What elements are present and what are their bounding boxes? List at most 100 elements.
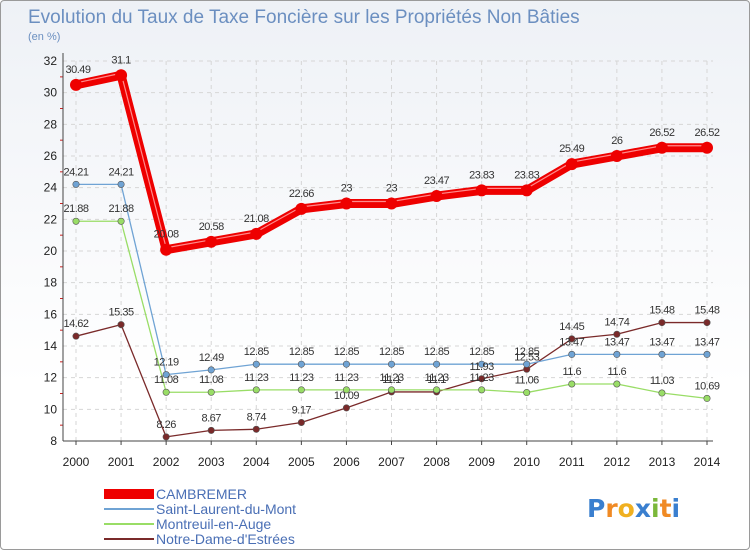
data-label: 13.47: [559, 336, 584, 348]
data-point: [117, 217, 125, 225]
data-point: [433, 360, 441, 368]
data-label: 26.52: [694, 127, 719, 139]
data-label: 26.52: [649, 127, 674, 139]
data-point: [297, 386, 305, 394]
data-label: 11.06: [515, 375, 540, 387]
data-label: 10.09: [334, 390, 359, 402]
data-label: 12.85: [334, 346, 359, 358]
data-label: 15.48: [649, 305, 674, 317]
series: [70, 69, 713, 441]
data-label: 15.48: [694, 305, 719, 317]
brand-letter: r: [605, 494, 618, 523]
data-point: [117, 180, 125, 188]
x-tick-label: 2006: [333, 455, 360, 469]
data-point: [430, 190, 443, 203]
data-point: [703, 394, 711, 402]
data-label: 26: [611, 135, 623, 147]
y-tick-label: 30: [44, 86, 58, 100]
y-tick-label: 16: [44, 307, 58, 321]
x-tick-label: 2011: [559, 455, 585, 469]
data-point: [613, 330, 621, 338]
data-label: 12.85: [514, 346, 539, 358]
data-point: [115, 69, 128, 82]
data-label: 23.83: [514, 169, 539, 181]
legend: CAMBREMERSaint-Laurent-du-MontMontreuil-…: [104, 486, 296, 547]
data-point: [340, 197, 353, 210]
data-label: 24.21: [109, 166, 134, 178]
data-label: 12.85: [469, 346, 494, 358]
x-tick-label: 2002: [153, 455, 180, 469]
data-label: 12.19: [154, 357, 179, 369]
data-label: 11.08: [199, 374, 224, 386]
data-point: [568, 335, 576, 343]
data-point: [342, 404, 350, 412]
y-tick-label: 28: [44, 117, 58, 131]
data-label: 11.23: [470, 372, 495, 384]
proxiti-logo: Proxiti: [587, 494, 680, 523]
data-point: [342, 386, 350, 394]
data-label: 11.23: [334, 372, 359, 384]
data-point: [250, 227, 263, 240]
data-point: [475, 184, 488, 197]
y-tick-label: 12: [44, 371, 58, 385]
data-point: [658, 319, 666, 327]
data-label: 11.6: [608, 366, 627, 378]
x-tick-label: 2000: [63, 455, 90, 469]
legend-entry: Montreuil-en-Auge: [156, 516, 271, 532]
data-point: [655, 141, 668, 154]
data-label: 11.6: [562, 366, 581, 378]
data-label: 10.69: [694, 380, 719, 392]
data-label: 11.23: [289, 372, 314, 384]
data-label: 8.67: [202, 412, 222, 424]
data-point: [72, 217, 80, 225]
data-label: 23: [341, 183, 353, 195]
data-label: 8.26: [156, 419, 176, 431]
data-point: [72, 332, 80, 340]
data-label: 11.03: [650, 375, 675, 387]
x-tick-label: 2008: [423, 455, 450, 469]
data-point: [520, 184, 533, 197]
data-label: 12.49: [199, 352, 224, 364]
data-point: [701, 141, 713, 154]
legend-entry: CAMBREMER: [156, 486, 247, 502]
legend-entry: Notre-Dame-d'Estrées: [156, 531, 295, 547]
data-label: 20.08: [154, 229, 179, 241]
y-tick-label: 32: [44, 54, 58, 68]
brand-letter: i: [651, 494, 660, 523]
brand-logo: Proxiti: [587, 494, 680, 523]
data-label: 21.08: [244, 213, 269, 225]
data-label: 22.66: [289, 188, 314, 200]
data-point: [385, 197, 398, 210]
data-point: [297, 360, 305, 368]
data-point: [207, 366, 215, 374]
chart-title: Evolution du Taux de Taxe Foncière sur l…: [28, 7, 580, 28]
data-label: 23: [386, 183, 398, 195]
data-point: [478, 360, 486, 368]
data-point: [162, 371, 170, 379]
data-label: 11.23: [379, 372, 404, 384]
data-point: [207, 388, 215, 396]
data-point: [568, 380, 576, 388]
data-label: 14.45: [559, 321, 584, 333]
data-label: 11.93: [470, 361, 495, 373]
data-point: [117, 321, 125, 329]
y-tick-label: 20: [44, 244, 58, 258]
data-label: 12.85: [424, 346, 449, 358]
brand-letter: i: [672, 494, 681, 523]
x-tick-label: 2005: [288, 455, 315, 469]
y-tick-label: 18: [44, 276, 58, 290]
brand-letter: P: [587, 494, 605, 523]
data-point: [252, 360, 260, 368]
legend-swatch: [104, 508, 154, 510]
data-label: 11.1: [382, 374, 401, 386]
data-label: 11.08: [154, 374, 179, 386]
data-label: 12.53: [514, 351, 539, 363]
x-tick-label: 2010: [513, 455, 540, 469]
data-label: 14.62: [63, 318, 88, 330]
data-label: 12.85: [379, 346, 404, 358]
data-point: [162, 388, 170, 396]
data-point: [72, 180, 80, 188]
x-tick-label: 2004: [243, 455, 270, 469]
y-tick-label: 14: [44, 339, 58, 353]
